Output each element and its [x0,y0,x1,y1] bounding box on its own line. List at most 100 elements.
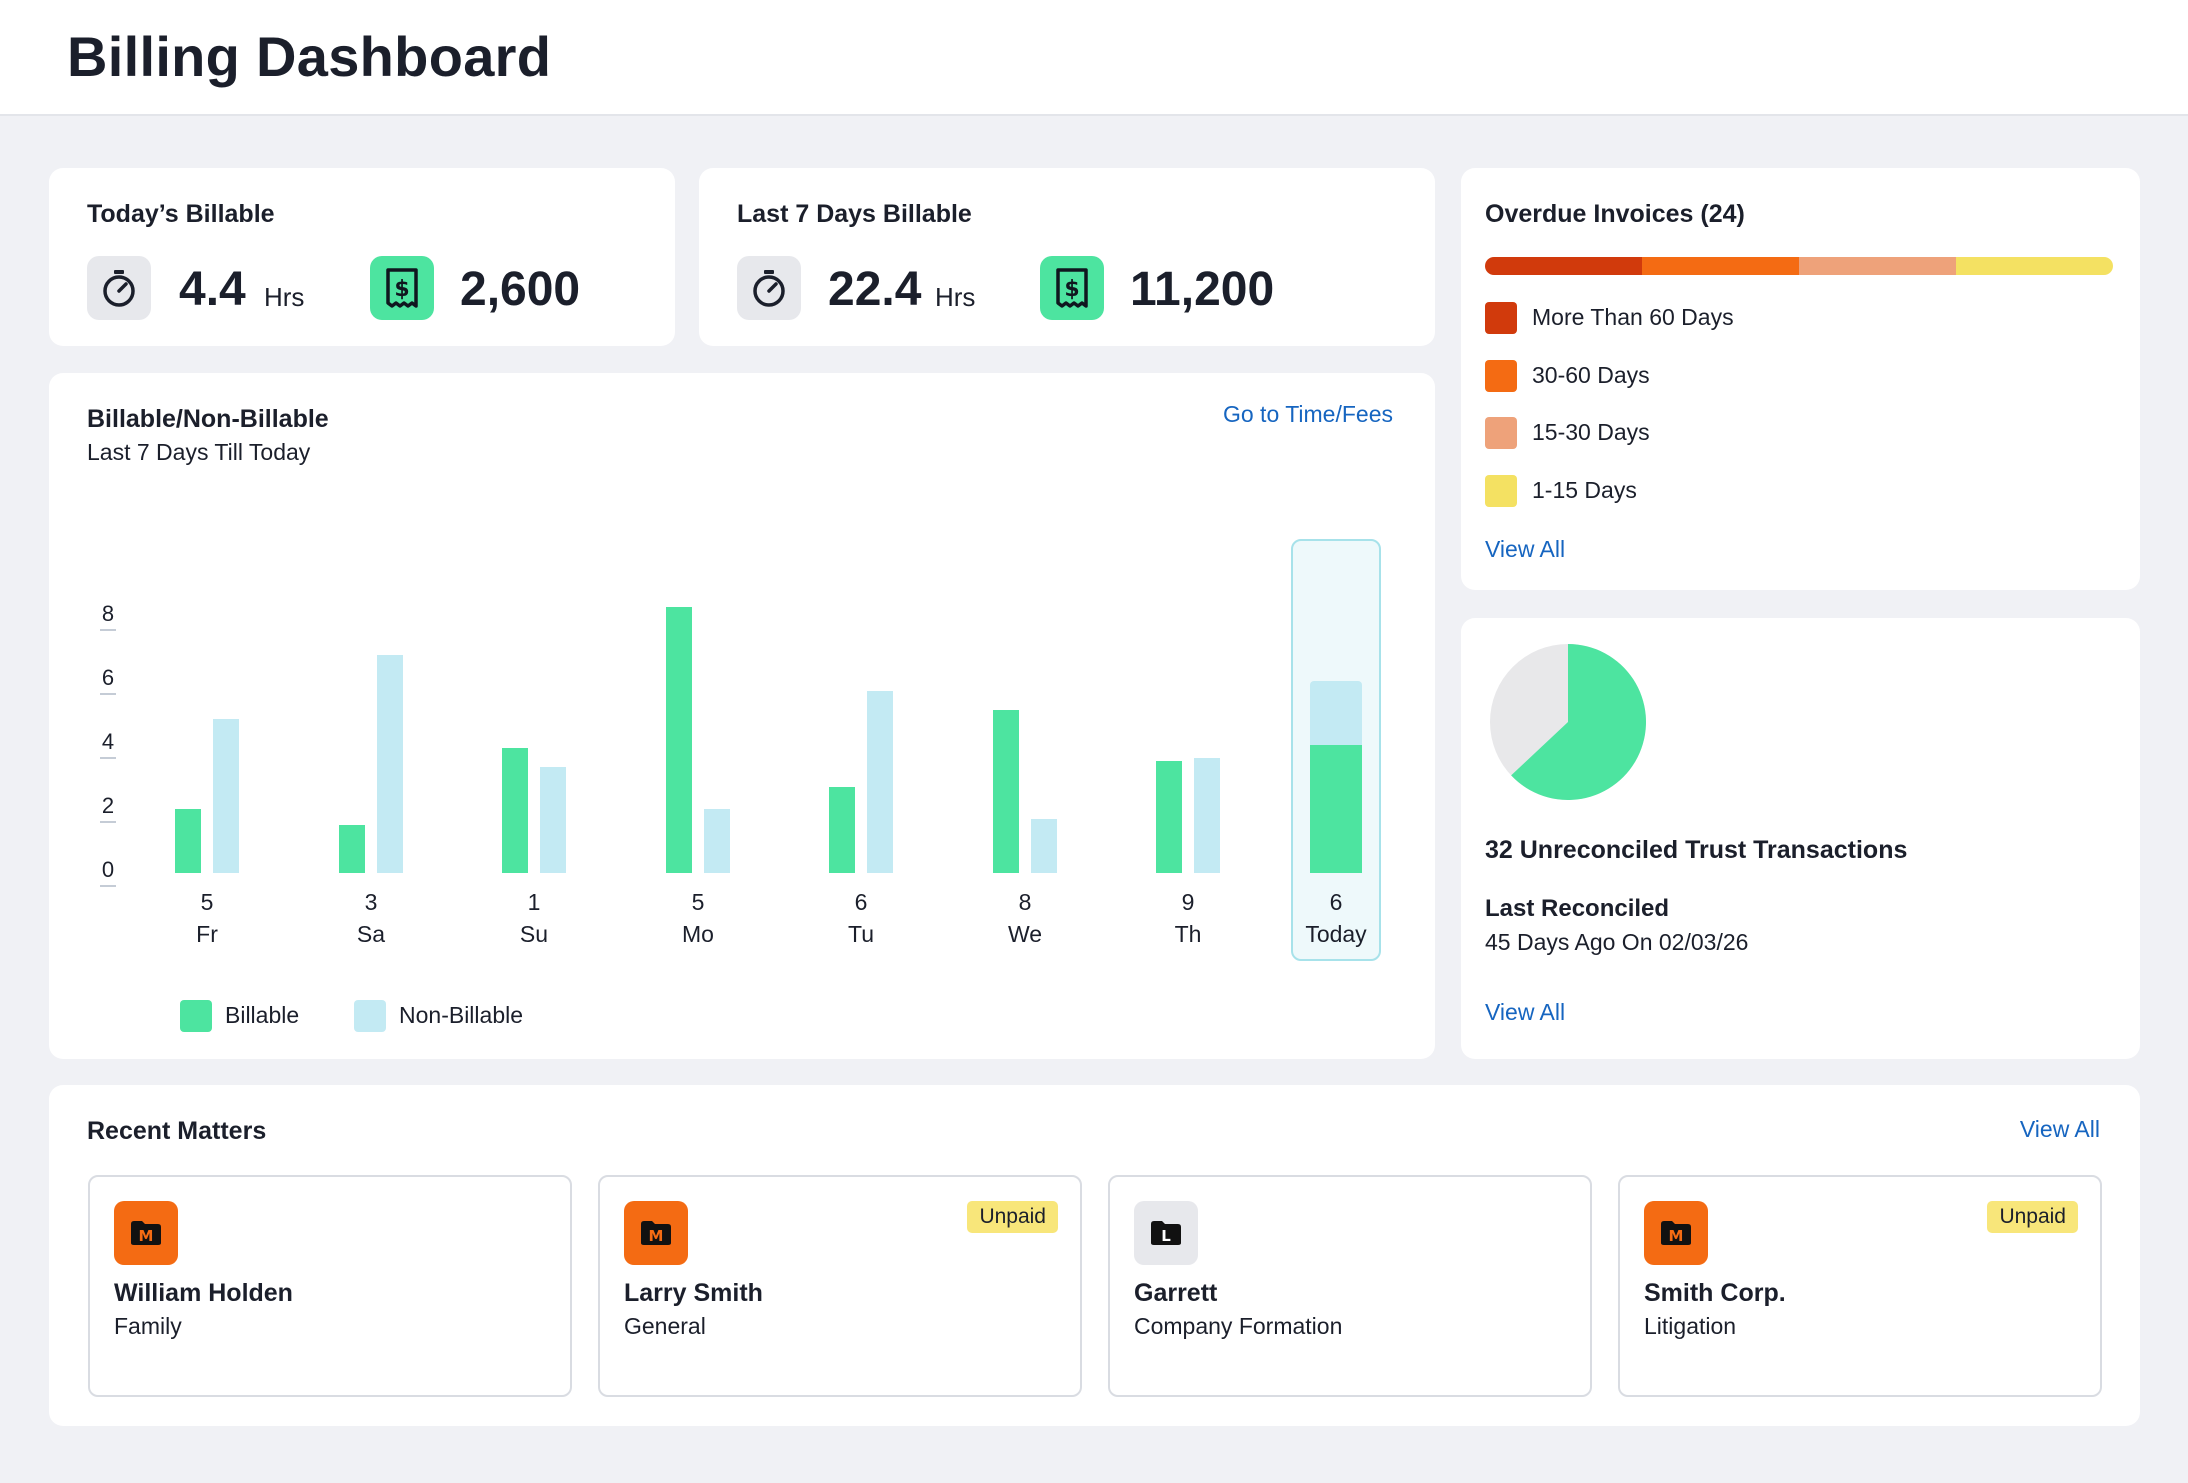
chart-title: Billable/Non-Billable [87,405,329,433]
matter-folder-icon: M [624,1201,688,1265]
todays-billable-title: Today’s Billable [87,200,275,228]
matter-card[interactable]: M Unpaid Smith Corp. Litigation [1618,1175,2102,1397]
x-category-label: Su [519,921,549,947]
bar-billable [829,786,855,873]
last7-amount: 11,200 [1130,263,1275,316]
bar-non-billable [1310,681,1362,745]
matter-practice-area: Family [114,1313,182,1339]
legend-label-15-30: 15-30 Days [1532,419,1650,445]
bar-billable [666,607,692,873]
bar-billable [1156,761,1182,873]
bar-non-billable [1031,818,1057,873]
matter-practice-area: Litigation [1644,1313,1737,1339]
bar-billable [1310,745,1362,873]
y-tick-mark [100,757,116,759]
matter-folder-icon: L [1134,1201,1198,1265]
last7-hours-unit: Hrs [935,282,976,312]
x-category-label: Sa [356,921,386,947]
x-category-label: Today [1305,921,1367,947]
x-category-label: Fr [196,921,218,947]
bar-non-billable [867,690,893,873]
matter-client-name: Larry Smith [624,1279,763,1307]
legend-label-1-15: 1-15 Days [1532,477,1637,503]
matters-view-all-link[interactable]: View All [2019,1116,2100,1142]
progress-segment-15-30 [1799,257,1956,275]
status-badge: Unpaid [1987,1201,2078,1233]
page-header: Billing Dashboard [0,0,2188,116]
trust-pie-chart [1490,644,1647,800]
todays-hours-unit: Hrs [264,282,305,312]
legend-label-non-billable: Non-Billable [399,1002,524,1028]
status-badge: Unpaid [967,1201,1058,1233]
x-category-count: 5 [691,889,705,915]
x-category-label: We [1007,921,1043,947]
last7-hours: 22.4 [828,263,922,316]
pie-filled-slice [1511,644,1647,800]
todays-amount: 2,600 [460,263,581,316]
invoice-dollar-icon: $ [1040,256,1104,320]
progress-segment-60plus [1485,257,1642,275]
last-reconciled-label: Last Reconciled [1485,895,1670,922]
progress-segment-30-60 [1642,257,1799,275]
trust-view-all-link[interactable]: View All [1485,999,1566,1025]
legend-swatch-billable [180,1000,212,1032]
bar-non-billable [213,719,239,873]
legend-label-30-60: 30-60 Days [1532,362,1650,388]
svg-text:$: $ [1064,277,1079,302]
bar-billable [339,825,365,873]
matter-client-name: William Holden [114,1279,293,1307]
go-to-time-fees-link[interactable]: Go to Time/Fees [1222,401,1393,427]
matter-card[interactable]: L Garrett Company Formation [1108,1175,1592,1397]
matter-folder-letter: M [649,1227,664,1245]
chart-subtitle: Last 7 Days Till Today [87,439,311,465]
x-category-count: 6 [1329,889,1343,915]
matter-folder-letter: L [1161,1227,1171,1245]
progress-segment-1-15 [1956,257,2113,275]
y-tick-label: 0 [101,857,115,882]
matter-folder-icon: M [114,1201,178,1265]
trust-transactions-card: 32 Unreconciled Trust Transactions Last … [1461,618,2140,1059]
legend-label-60plus: More Than 60 Days [1532,304,1734,330]
y-tick-mark [100,821,116,823]
x-category-label: Th [1174,921,1202,947]
y-tick-mark [100,885,116,887]
bar-non-billable [704,809,730,873]
trust-title: 32 Unreconciled Trust Transactions [1485,836,1908,864]
matter-folder-letter: M [1669,1227,1684,1245]
matter-client-name: Smith Corp. [1644,1279,1786,1307]
legend-swatch-non-billable [354,1000,386,1032]
billable-chart-card: Billable/Non-Billable Last 7 Days Till T… [49,373,1435,1059]
todays-hours: 4.4 [179,263,246,316]
x-category-count: 5 [200,889,214,915]
y-tick-mark [100,693,116,695]
x-category-count: 8 [1018,889,1032,915]
bar-non-billable [1194,757,1220,873]
recent-matters-title: Recent Matters [87,1117,267,1145]
bar-non-billable [377,655,403,873]
x-category-count: 9 [1181,889,1195,915]
x-category-count: 1 [527,889,541,915]
legend-swatch-30-60 [1485,360,1517,392]
matter-folder-letter: M [139,1227,154,1245]
matter-folder-icon: M [1644,1201,1708,1265]
legend-swatch-1-15 [1485,475,1517,507]
y-tick-mark [100,629,116,631]
overdue-view-all-link[interactable]: View All [1485,536,1566,562]
matter-practice-area: General [624,1313,706,1339]
last-reconciled-value: 45 Days Ago On 02/03/26 [1485,929,1749,955]
overdue-progress-bar [1485,257,2113,275]
svg-text:$: $ [394,277,409,302]
legend-swatch-60plus [1485,302,1517,334]
billable-bar-chart: 0 2 4 6 8 5 Fr 3 Sa 1 Su 5 Mo 6 Tu 8 We 9 Th 6 Today [49,373,1435,1059]
x-category-count: 3 [364,889,378,915]
y-tick-label: 8 [101,601,115,626]
bar-non-billable [540,767,566,873]
legend-label-billable: Billable [225,1002,300,1028]
bar-billable [175,809,201,873]
matter-card[interactable]: M William Holden Family [88,1175,572,1397]
invoice-dollar-icon: $ [370,256,434,320]
bar-billable [993,709,1019,873]
last7-billable-title: Last 7 Days Billable [737,200,972,228]
matter-card[interactable]: M Unpaid Larry Smith General [598,1175,1082,1397]
y-tick-label: 2 [101,793,115,818]
